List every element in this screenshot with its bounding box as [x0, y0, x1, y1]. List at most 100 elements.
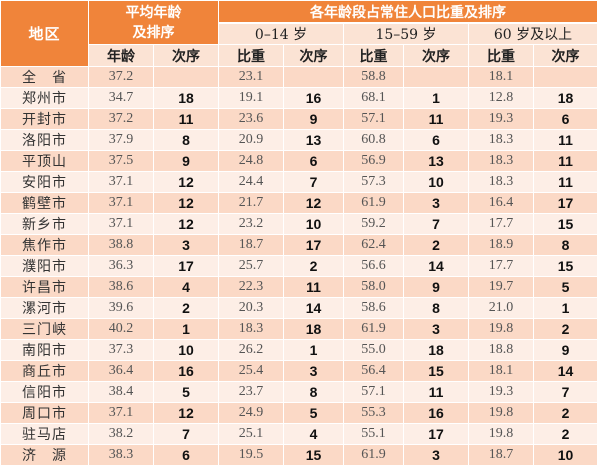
- share-0-14-cell: 26.2: [218, 339, 284, 361]
- share-15-59-cell: 58.8: [343, 66, 404, 88]
- avg-age-cell: 37.9: [88, 129, 154, 151]
- header-b3-rank: 次序: [532, 44, 599, 67]
- region-cell: 安阳市: [0, 171, 89, 193]
- rank-0-14-cell: 4: [283, 423, 344, 445]
- table-row: 商丘市 36.4 16 25.4 3 56.4 15 18.1 14: [0, 360, 599, 382]
- rank-0-14-cell: 12: [283, 192, 344, 214]
- share-15-59-cell: 61.9: [343, 444, 404, 466]
- share-0-14-cell: 24.4: [218, 171, 284, 193]
- rank-15-59-cell: 9: [403, 276, 469, 298]
- header-age: 年龄: [88, 44, 154, 67]
- rank-0-14-cell: 13: [283, 129, 344, 151]
- avg-age-rank-cell: 9: [153, 150, 219, 172]
- avg-age-rank-cell: 11: [153, 108, 219, 130]
- share-60-plus-cell: 21.0: [468, 297, 534, 319]
- avg-age-rank-cell: 12: [153, 402, 219, 424]
- table-row: 安阳市 37.1 12 24.4 7 57.3 10 18.3 11: [0, 171, 599, 193]
- rank-0-14-cell: 15: [283, 444, 344, 466]
- rank-15-59-cell: [403, 66, 469, 88]
- share-0-14-cell: 21.7: [218, 192, 284, 214]
- share-15-59-cell: 68.1: [343, 87, 404, 109]
- share-0-14-cell: 23.7: [218, 381, 284, 403]
- avg-age-rank-cell: 6: [153, 444, 219, 466]
- share-60-plus-cell: 18.1: [468, 360, 534, 382]
- avg-age-rank-cell: 10: [153, 339, 219, 361]
- header-b2-rank: 次序: [403, 44, 469, 67]
- share-15-59-cell: 57.3: [343, 171, 404, 193]
- avg-age-rank-cell: 7: [153, 423, 219, 445]
- table-row: 全 省 37.2 23.1 58.8 18.1: [0, 66, 599, 88]
- region-cell: 全 省: [0, 66, 89, 88]
- header-region: 地区: [0, 0, 89, 67]
- avg-age-rank-cell: 3: [153, 234, 219, 256]
- rank-15-59-cell: 3: [403, 318, 469, 340]
- share-60-plus-cell: 12.8: [468, 87, 534, 109]
- rank-0-14-cell: 2: [283, 255, 344, 277]
- rank-60-plus-cell: 7: [532, 381, 599, 403]
- rank-0-14-cell: 17: [283, 234, 344, 256]
- rank-15-59-cell: 14: [403, 255, 469, 277]
- share-0-14-cell: 19.1: [218, 87, 284, 109]
- header-b3-share: 比重: [468, 44, 534, 67]
- table-row: 新乡市 37.1 12 23.2 10 59.2 7 17.7 15: [0, 213, 599, 235]
- rank-0-14-cell: 7: [283, 171, 344, 193]
- rank-15-59-cell: 17: [403, 423, 469, 445]
- region-cell: 南阳市: [0, 339, 89, 361]
- avg-age-rank-cell: [153, 66, 219, 88]
- avg-age-cell: 38.4: [88, 381, 154, 403]
- rank-0-14-cell: 10: [283, 213, 344, 235]
- avg-age-cell: 37.1: [88, 171, 154, 193]
- share-60-plus-cell: 18.1: [468, 66, 534, 88]
- avg-age-cell: 37.1: [88, 402, 154, 424]
- rank-60-plus-cell: 18: [532, 87, 599, 109]
- rank-0-14-cell: 11: [283, 276, 344, 298]
- region-cell: 三门峡: [0, 318, 89, 340]
- table-row: 南阳市 37.3 10 26.2 1 55.0 18 18.8 9: [0, 339, 599, 361]
- rank-60-plus-cell: 15: [532, 213, 599, 235]
- share-0-14-cell: 24.9: [218, 402, 284, 424]
- header-age-rank: 次序: [153, 44, 219, 67]
- rank-60-plus-cell: 17: [532, 192, 599, 214]
- share-15-59-cell: 61.9: [343, 318, 404, 340]
- avg-age-rank-cell: 4: [153, 276, 219, 298]
- avg-age-cell: 38.8: [88, 234, 154, 256]
- region-cell: 濮阳市: [0, 255, 89, 277]
- table-row: 郑州市 34.7 18 19.1 16 68.1 1 12.8 18: [0, 87, 599, 109]
- share-0-14-cell: 25.7: [218, 255, 284, 277]
- table-row: 周口市 37.1 12 24.9 5 55.3 16 19.8 2: [0, 402, 599, 424]
- rank-60-plus-cell: 10: [532, 444, 599, 466]
- header-avg-age-label: 平均年龄及排序: [125, 4, 182, 41]
- rank-60-plus-cell: 6: [532, 108, 599, 130]
- rank-0-14-cell: 1: [283, 339, 344, 361]
- rank-60-plus-cell: [532, 66, 599, 88]
- table-row: 濮阳市 36.3 17 25.7 2 56.6 14 17.7 15: [0, 255, 599, 277]
- rank-15-59-cell: 8: [403, 297, 469, 319]
- rank-0-14-cell: 3: [283, 360, 344, 382]
- rank-15-59-cell: 13: [403, 150, 469, 172]
- avg-age-cell: 39.6: [88, 297, 154, 319]
- avg-age-rank-cell: 12: [153, 171, 219, 193]
- avg-age-cell: 37.2: [88, 108, 154, 130]
- table-body: 全 省 37.2 23.1 58.8 18.1 郑州市 34.7 18 19.1 16 68.1 1 1…: [0, 66, 599, 466]
- share-60-plus-cell: 19.7: [468, 276, 534, 298]
- share-60-plus-cell: 18.3: [468, 150, 534, 172]
- table-row: 洛阳市 37.9 8 20.9 13 60.8 6 18.3 11: [0, 129, 599, 151]
- rank-60-plus-cell: 2: [532, 423, 599, 445]
- region-cell: 周口市: [0, 402, 89, 424]
- rank-15-59-cell: 7: [403, 213, 469, 235]
- avg-age-cell: 38.6: [88, 276, 154, 298]
- share-60-plus-cell: 19.8: [468, 318, 534, 340]
- rank-0-14-cell: 5: [283, 402, 344, 424]
- rank-0-14-cell: 6: [283, 150, 344, 172]
- rank-60-plus-cell: 5: [532, 276, 599, 298]
- rank-60-plus-cell: 2: [532, 402, 599, 424]
- share-60-plus-cell: 17.7: [468, 255, 534, 277]
- avg-age-rank-cell: 2: [153, 297, 219, 319]
- rank-60-plus-cell: 2: [532, 318, 599, 340]
- table-row: 漯河市 39.6 2 20.3 14 58.6 8 21.0 1: [0, 297, 599, 319]
- avg-age-cell: 37.2: [88, 66, 154, 88]
- share-60-plus-cell: 18.3: [468, 171, 534, 193]
- share-60-plus-cell: 17.7: [468, 213, 534, 235]
- share-0-14-cell: 25.1: [218, 423, 284, 445]
- region-cell: 洛阳市: [0, 129, 89, 151]
